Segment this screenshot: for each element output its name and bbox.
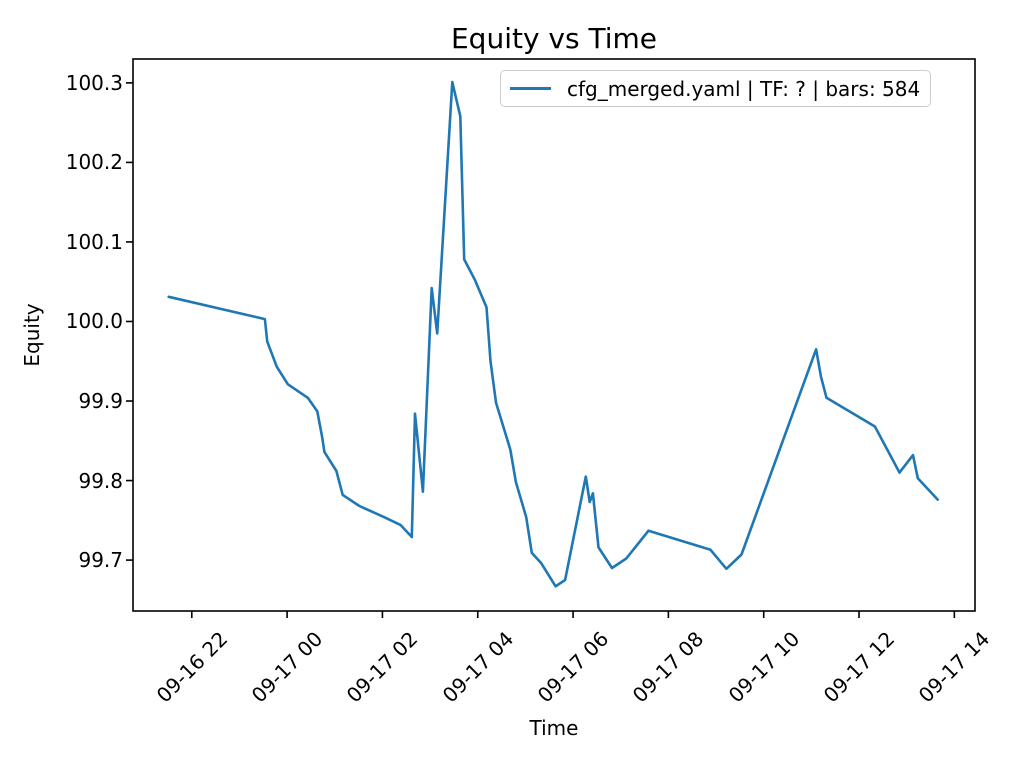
y-tick-label: 100.1	[65, 229, 123, 254]
y-tick-label: 100.2	[65, 150, 123, 175]
x-axis-label: Time	[529, 716, 579, 740]
legend-line-sample	[510, 87, 551, 90]
chart-title: Equity vs Time	[450, 22, 658, 55]
y-tick-label: 99.8	[78, 468, 123, 493]
equity-line	[167, 80, 940, 588]
y-tick-label: 100.0	[65, 309, 123, 334]
legend-label: cfg_merged.yaml | TF: ? | bars: 584	[567, 76, 921, 101]
y-tick-label: 100.3	[65, 70, 123, 95]
legend: cfg_merged.yaml | TF: ? | bars: 584	[500, 70, 932, 107]
y-tick-label: 99.7	[78, 548, 123, 573]
axes-spines	[132, 58, 976, 612]
y-axis-label: Equity	[20, 303, 44, 367]
y-tick-label: 99.9	[78, 389, 123, 414]
